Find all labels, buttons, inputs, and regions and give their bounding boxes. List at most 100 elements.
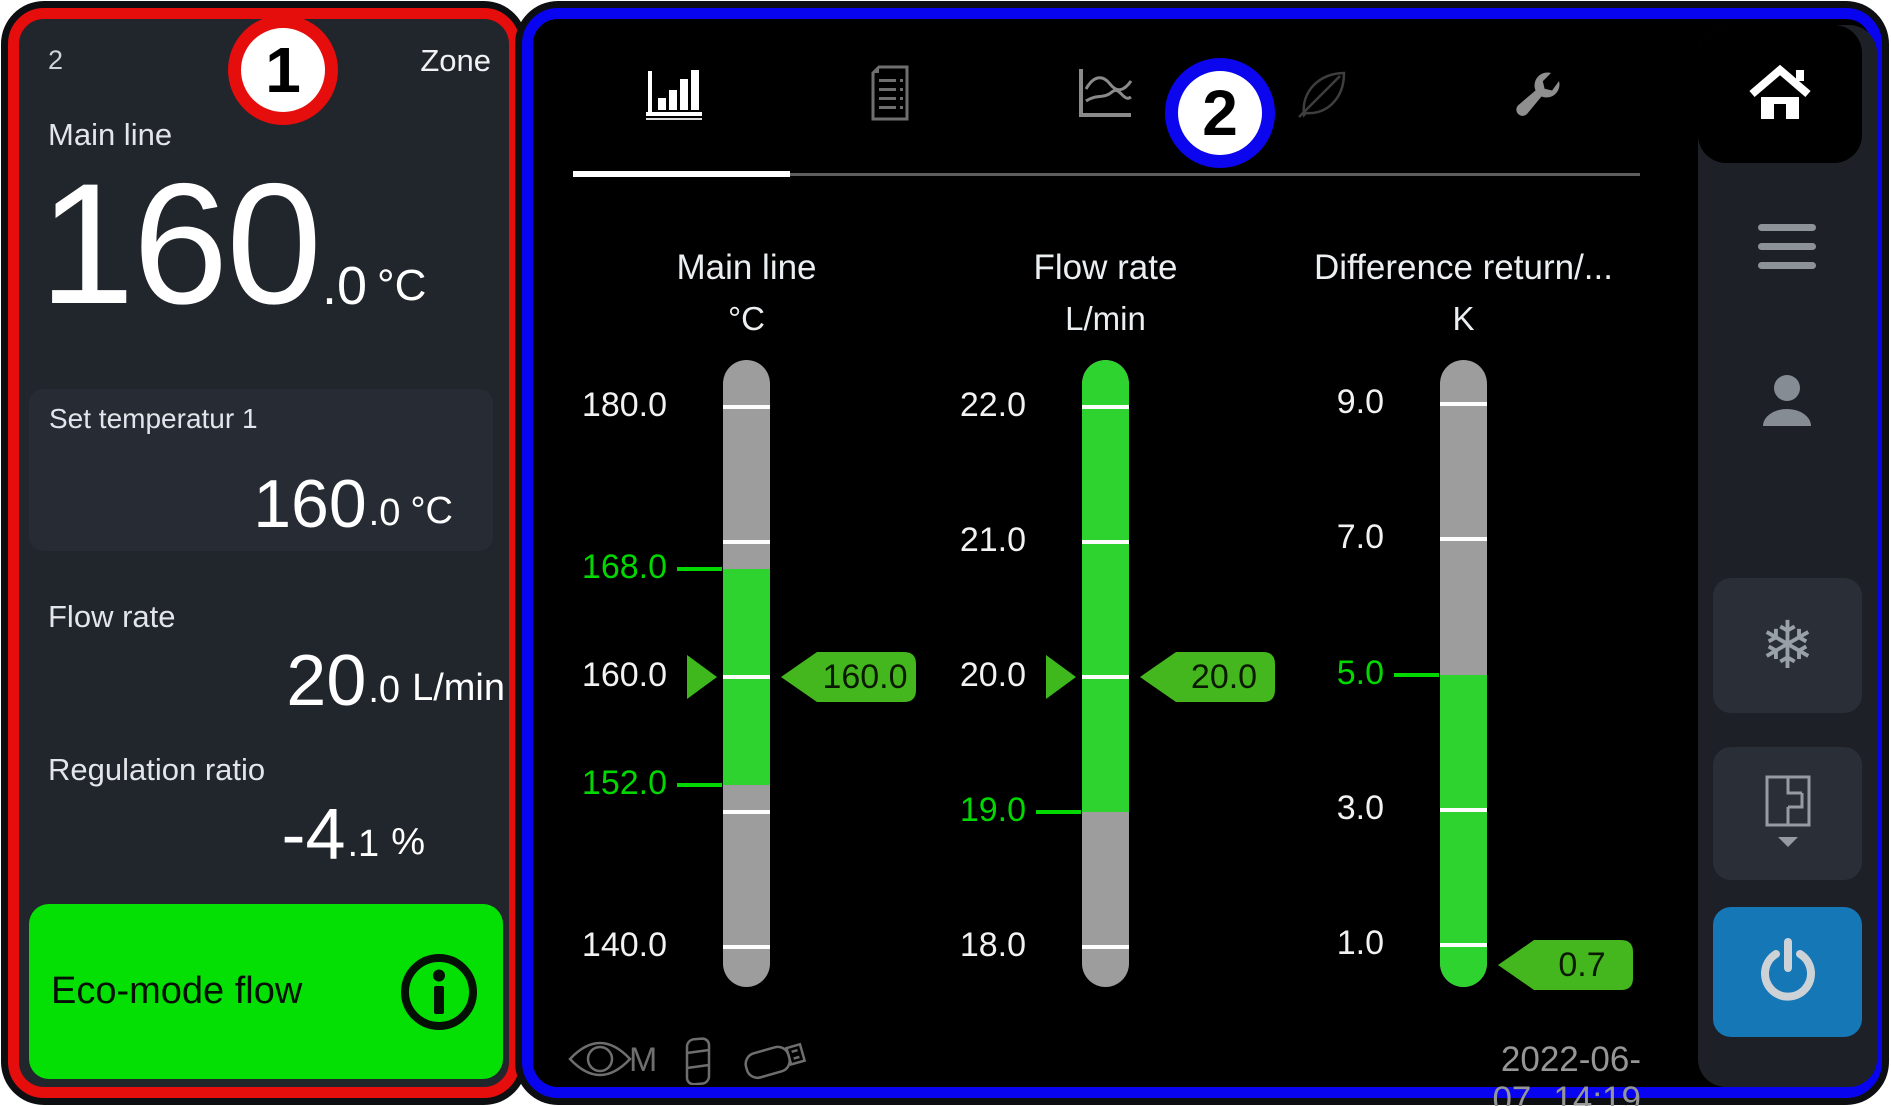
date-label: 2022-06-07 xyxy=(1492,1040,1641,1106)
tab-divider-line xyxy=(790,173,1640,176)
tab-bar-graph[interactable] xyxy=(642,60,706,130)
scale-tick xyxy=(1082,540,1129,545)
cylinder-status-icon xyxy=(683,1033,715,1090)
scale-label: 5.0 xyxy=(1336,653,1384,692)
scale-label: 20.0 xyxy=(959,655,1026,694)
report-icon xyxy=(867,64,913,127)
gauge-difference-return: Difference return/... K 9.0 7.0 5.0 3.0 1.0 0… xyxy=(1314,248,1633,991)
scale-tick xyxy=(723,809,770,814)
gauge-tube xyxy=(1082,360,1129,987)
power-icon xyxy=(1753,935,1823,1010)
regulation-ratio-label: Regulation ratio xyxy=(48,752,266,787)
home-button[interactable] xyxy=(1698,25,1862,163)
gauge-unit: L/min xyxy=(1065,300,1146,337)
regulation-ratio-value: -4 .1 % xyxy=(281,795,425,875)
svg-text:20.0: 20.0 xyxy=(1191,658,1257,696)
scale-tick xyxy=(723,674,770,679)
flow-rate-value: 20 .0 L/min xyxy=(286,641,505,721)
threshold-line xyxy=(677,567,722,571)
gauge-title: Flow rate xyxy=(1033,248,1178,287)
scale-tick xyxy=(723,540,770,545)
setpoint-marker xyxy=(1046,654,1076,699)
setpoint-marker xyxy=(687,654,717,699)
freeze-mode-button[interactable]: ❄ xyxy=(1713,578,1862,713)
scale-label: 3.0 xyxy=(1336,788,1384,827)
scale-label: 1.0 xyxy=(1336,924,1384,963)
wrench-icon xyxy=(1510,65,1566,126)
menu-icon xyxy=(1758,224,1816,231)
scale-tick xyxy=(1082,944,1129,949)
user-button[interactable] xyxy=(1755,370,1819,434)
usb-stick-icon xyxy=(741,1029,821,1092)
scale-label: 22.0 xyxy=(959,386,1026,425)
scale-label: 180.0 xyxy=(581,386,667,425)
active-tab-underline xyxy=(573,171,790,177)
eco-mode-flow-label: Eco-mode flow xyxy=(51,970,303,1012)
zone-number: 2 xyxy=(48,45,64,75)
bar-chart-icon xyxy=(645,65,703,126)
scale-tick xyxy=(723,405,770,410)
gauge-flow-rate: Flow rate L/min 22.0 21.0 20.0 19.0 18.0 20.0 xyxy=(960,248,1275,987)
scale-label: 7.0 xyxy=(1336,518,1384,557)
scale-label: 9.0 xyxy=(1336,382,1384,421)
chevron-down-icon xyxy=(1776,835,1800,853)
scale-label: 21.0 xyxy=(959,521,1026,560)
threshold-line xyxy=(677,782,722,787)
user-icon xyxy=(1755,375,1819,438)
monitoring-eye-icon xyxy=(567,1035,633,1088)
tab-report[interactable] xyxy=(858,60,922,130)
scale-tick xyxy=(1082,674,1129,679)
scale-label: 19.0 xyxy=(959,790,1026,829)
svg-text:160.0: 160.0 xyxy=(822,658,907,696)
threshold-line xyxy=(1036,809,1081,814)
zone-select-button[interactable] xyxy=(1713,747,1862,880)
leaf-icon xyxy=(1293,64,1351,127)
scale-label: 140.0 xyxy=(581,925,667,964)
manual-mode-indicator: M xyxy=(629,1041,658,1079)
tab-trend[interactable] xyxy=(1074,60,1138,130)
info-icon[interactable] xyxy=(399,952,479,1032)
value-tag: 160.0 xyxy=(779,649,919,705)
scale-tick xyxy=(1440,807,1487,812)
scale-tick xyxy=(723,944,770,949)
trend-chart-icon xyxy=(1077,67,1135,124)
gauge-fill-segment xyxy=(1440,674,1487,987)
gauge-title: Main line xyxy=(676,248,817,287)
gauge-fill-segment xyxy=(1082,360,1129,812)
set-temperature-label: Set temperatur 1 xyxy=(49,403,258,434)
scale-tick xyxy=(1440,537,1487,542)
home-icon xyxy=(1746,61,1814,128)
annotation-marker-2: 2 xyxy=(1165,58,1275,168)
floor-plan-icon xyxy=(1760,774,1816,835)
threshold-line xyxy=(1394,672,1439,677)
eco-mode-flow-button[interactable]: Eco-mode flow xyxy=(29,904,503,1079)
snowflake-icon: ❄ xyxy=(1759,606,1816,684)
gauge-title: Difference return/... xyxy=(1314,248,1613,287)
scale-label: 160.0 xyxy=(581,655,667,694)
scale-tick xyxy=(1440,401,1487,406)
gauge-tube xyxy=(1440,360,1487,987)
scale-label: 152.0 xyxy=(581,763,667,802)
value-tag: 0.7 xyxy=(1496,937,1636,993)
svg-text:0.7: 0.7 xyxy=(1558,946,1605,984)
set-temperature-box[interactable]: Set temperatur 1 160 .0 °C xyxy=(29,389,493,551)
menu-button[interactable] xyxy=(1758,224,1816,281)
gauge-unit: K xyxy=(1452,300,1475,337)
main-line-value: 160 .0 °C xyxy=(39,148,427,340)
gauge-main-line: Main line °C 180.0 168.0 160.0 152.0 140.0 16… xyxy=(582,248,916,987)
time-label: 14:19 xyxy=(1553,1080,1641,1106)
main-screen-panel: Main line °C 180.0 168.0 160.0 152.0 140.0 16… xyxy=(522,8,1882,1106)
main-line-label: Main line xyxy=(48,117,173,152)
value-tag: 20.0 xyxy=(1138,649,1278,705)
gauge-tube xyxy=(723,360,770,987)
scale-label: 168.0 xyxy=(581,548,667,586)
power-button[interactable] xyxy=(1713,907,1862,1037)
tab-eco[interactable] xyxy=(1290,60,1354,130)
annotation-marker-1: 1 xyxy=(228,15,338,125)
tab-service[interactable] xyxy=(1506,60,1570,130)
zone-label: Zone xyxy=(420,43,491,78)
zone-summary-panel[interactable]: 2 Zone Main line 160 .0 °C Set temperatu… xyxy=(8,8,520,1098)
flow-rate-label: Flow rate xyxy=(48,599,176,634)
datetime-display: 2022-06-07 14:19 xyxy=(1361,1040,1641,1106)
gauge-unit: °C xyxy=(727,300,766,337)
